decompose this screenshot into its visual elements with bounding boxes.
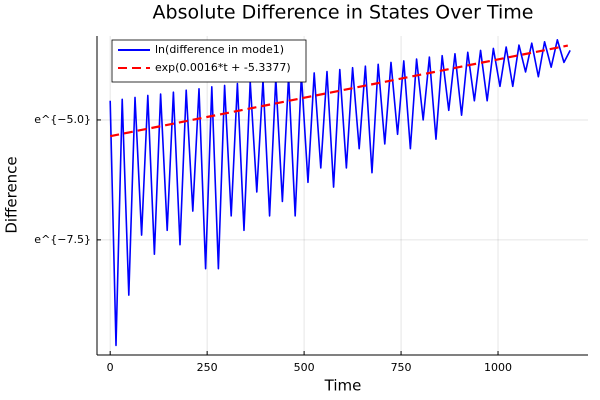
x-axis-label: Time	[324, 377, 362, 395]
series-line	[109, 39, 571, 347]
legend-label: exp(0.0016*t + -5.3377)	[155, 61, 291, 74]
x-tick-label: 250	[197, 361, 218, 374]
legend-label: ln(difference in mode1)	[155, 43, 284, 56]
y-axis-label: Difference	[3, 156, 21, 233]
y-tick-label: e^{−7.5}	[34, 233, 91, 246]
y-tick-label: e^{−5.0}	[34, 113, 91, 126]
x-tick-label: 500	[294, 361, 315, 374]
legend-box	[111, 39, 307, 83]
chart-title: Absolute Difference in States Over Time	[153, 2, 534, 24]
x-tick-label: 750	[391, 361, 412, 374]
x-tick-label: 0	[107, 361, 114, 374]
series-line	[109, 44, 569, 138]
x-tick-label: 1000	[484, 361, 512, 374]
